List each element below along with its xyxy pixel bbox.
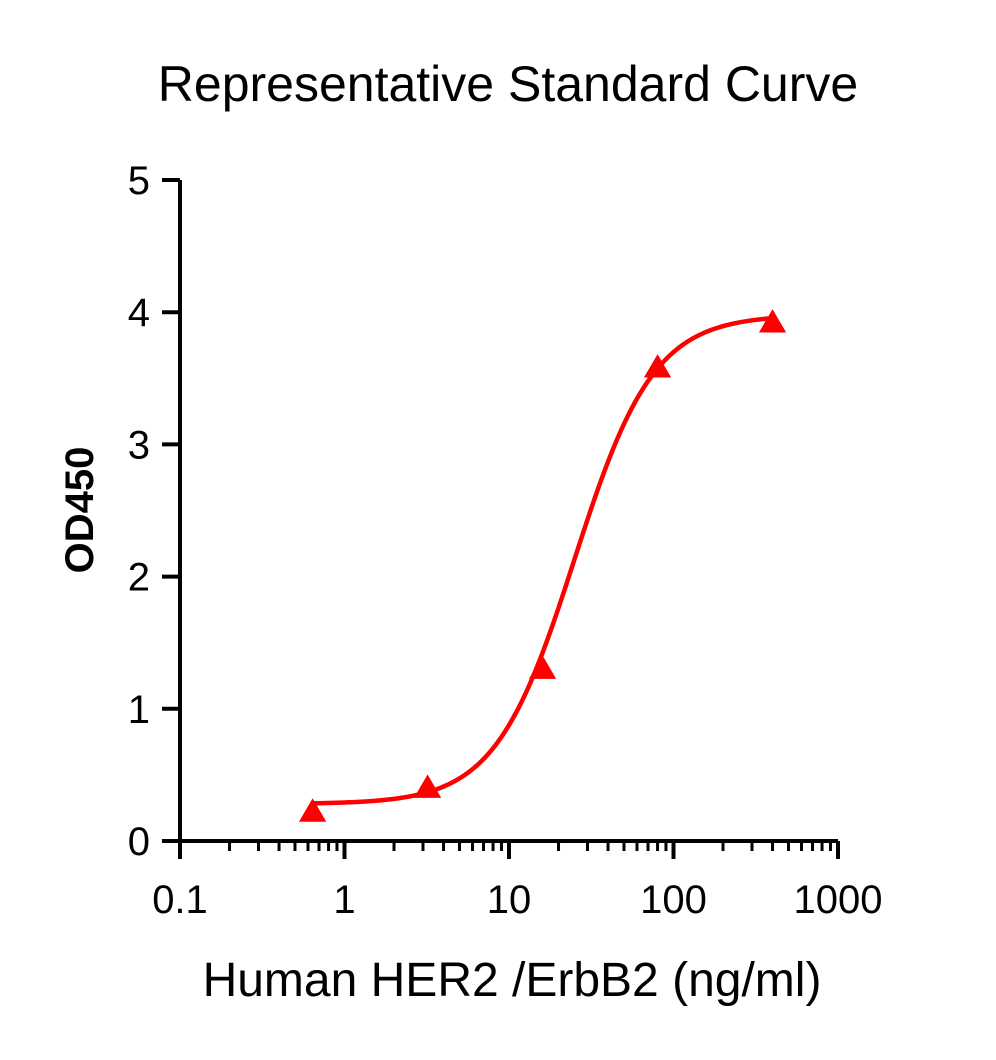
- data-point-triangle: [413, 774, 442, 798]
- x-tick-label: 1: [333, 878, 355, 922]
- y-axis-label: OD450: [58, 447, 102, 574]
- data-point-triangle: [299, 798, 327, 822]
- data-point-triangle: [758, 309, 787, 333]
- y-tick-label: 2: [128, 556, 150, 600]
- x-tick-label: 0.1: [152, 878, 208, 922]
- y-tick-label: 4: [128, 291, 150, 335]
- x-axis-ticks: 0.1 1 10 100 1000: [152, 841, 882, 922]
- chart-title: Representative Standard Curve: [158, 56, 858, 112]
- y-tick-label: 1: [128, 688, 150, 732]
- x-tick-label: 10: [487, 878, 532, 922]
- data-point-triangle: [528, 655, 557, 679]
- y-tick-label: 3: [128, 423, 150, 467]
- data-point-triangle: [643, 354, 672, 378]
- data-points: [299, 309, 787, 822]
- x-tick-label: 1000: [794, 878, 883, 922]
- x-tick-label: 100: [640, 878, 707, 922]
- y-tick-label: 0: [128, 820, 150, 864]
- fit-curve: [312, 315, 773, 806]
- y-tick-label: 5: [128, 159, 150, 203]
- y-axis-ticks: 0 1 2 3 4 5: [128, 159, 180, 864]
- x-axis-label: Human HER2 /ErbB2 (ng/ml): [203, 954, 822, 1007]
